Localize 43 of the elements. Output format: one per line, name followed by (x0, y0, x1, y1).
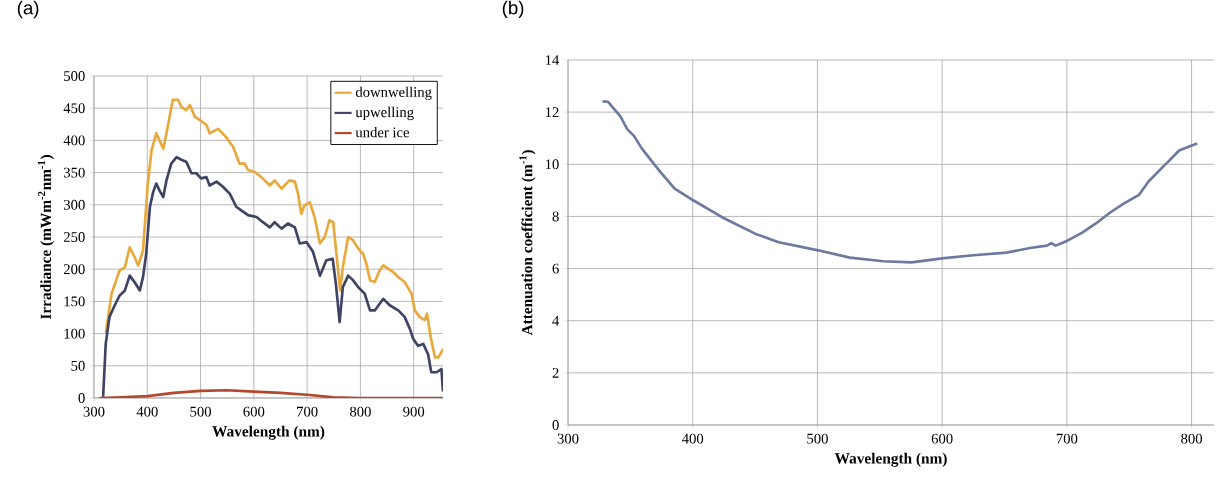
y-tick-label: 0 (78, 393, 85, 403)
y-tick-label: 10 (545, 159, 559, 170)
y-tick-label: 14 (545, 55, 560, 65)
x-tick-label: 400 (136, 406, 158, 417)
y-tick-label: 100 (64, 328, 85, 339)
y-tick-label: 500 (64, 71, 85, 81)
y-tick-label: 50 (71, 360, 85, 371)
x-tick-label: 700 (297, 406, 318, 417)
line-series (601, 100, 1199, 264)
x-tick-label: 800 (1181, 433, 1203, 444)
chart-title: (a) (17, 0, 39, 19)
x-tick-label: 400 (682, 433, 704, 444)
legend-label: upwelling (355, 106, 414, 121)
y-tick-label: 8 (552, 211, 559, 222)
y-tick-label: 400 (63, 135, 85, 146)
y-tick-label: 200 (63, 264, 85, 275)
y-tick-label: 150 (64, 296, 85, 307)
y-tick-label: 350 (64, 167, 85, 178)
legend-label: under ice (355, 127, 410, 138)
x-tick-label: 800 (349, 406, 371, 417)
y-tick-label: 0 (552, 420, 559, 430)
x-tick-label: 500 (807, 433, 828, 444)
x-tick-label: 300 (83, 406, 105, 417)
x-axis-title: Wavelength (nm) (834, 452, 947, 467)
y-tick-label: 300 (64, 199, 85, 210)
x-axis-title: Wavelength (nm) (212, 425, 325, 440)
x-tick-label: 600 (931, 433, 953, 444)
y-tick-label: 12 (545, 107, 559, 117)
y-tick-label: 6 (552, 263, 559, 274)
x-tick-label: 900 (403, 406, 425, 417)
legend-label: downwelling (355, 86, 432, 100)
x-tick-label: 500 (190, 406, 212, 417)
y-tick-label: 450 (63, 103, 85, 114)
x-tick-label: 600 (243, 406, 265, 417)
y-axis-title: Irradiance (mWm$^{-2}$nm$^{-1}$) (37, 155, 55, 320)
y-tick-label: 2 (552, 368, 559, 378)
chart-title: (b) (502, 0, 524, 19)
y-axis-title: Attenuation coefficient (m$^{-1}$) (519, 150, 536, 336)
y-tick-label: 250 (63, 232, 85, 242)
line-series (101, 155, 443, 398)
y-tick-label: 4 (552, 315, 560, 326)
line-series (97, 388, 443, 398)
x-tick-label: 700 (1056, 433, 1078, 444)
